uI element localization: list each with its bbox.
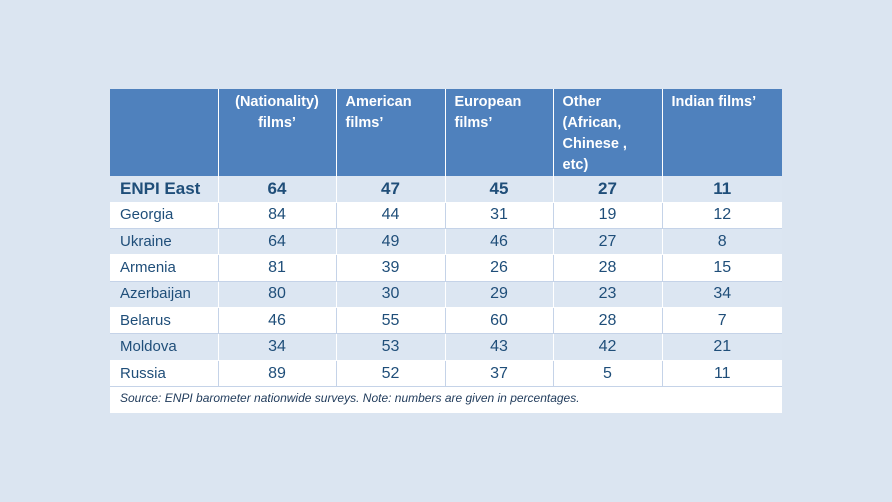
table-cell: 39	[336, 254, 446, 282]
row-label: ENPI East	[110, 176, 219, 203]
table-row-moldova: Moldova 34 53 43 42 21	[110, 333, 782, 361]
row-label: Ukraine	[110, 228, 219, 256]
header-other-films: Other (African, Chinese , etc)	[553, 89, 663, 176]
table-cell: 46	[445, 228, 554, 256]
table-cell: 34	[218, 333, 337, 361]
header-european-films: European films’	[445, 89, 554, 176]
row-label: Azerbaijan	[110, 281, 219, 309]
table-row-georgia: Georgia 84 44 31 19 12	[110, 202, 782, 229]
table-row-armenia: Armenia 81 39 26 28 15	[110, 254, 782, 282]
source-note: Source: ENPI barometer nationwide survey…	[120, 391, 580, 406]
table-cell: 52	[336, 360, 446, 388]
table-cell: 28	[553, 307, 663, 335]
table-cell: 12	[662, 202, 782, 229]
table-cell: 37	[445, 360, 554, 388]
table-cell: 34	[662, 281, 782, 309]
table-cell: 84	[218, 202, 337, 229]
table-cell: 44	[336, 202, 446, 229]
table-cell: 47	[336, 176, 446, 203]
table-cell: 27	[553, 176, 663, 203]
table-cell: 64	[218, 176, 337, 203]
row-label: Belarus	[110, 307, 219, 335]
table-cell: 27	[553, 228, 663, 256]
table-cell: 30	[336, 281, 446, 309]
table-row-azerbaijan: Azerbaijan 80 30 29 23 34	[110, 281, 782, 309]
header-corner	[110, 89, 219, 176]
table-cell: 11	[662, 176, 782, 203]
row-label: Moldova	[110, 333, 219, 361]
table-cell: 5	[553, 360, 663, 388]
table-cell: 89	[218, 360, 337, 388]
table-cell: 53	[336, 333, 446, 361]
table-cell: 11	[662, 360, 782, 388]
table-row-belarus: Belarus 46 55 60 28 7	[110, 307, 782, 335]
header-american-films: American films’	[336, 89, 446, 176]
table-cell: 64	[218, 228, 337, 256]
table-cell: 8	[662, 228, 782, 256]
table-cell: 15	[662, 254, 782, 282]
table-cell: 46	[218, 307, 337, 335]
table-header-row: (Nationality) films’ American films’ Eur…	[110, 89, 782, 176]
table-cell: 60	[445, 307, 554, 335]
table-cell: 21	[662, 333, 782, 361]
table-row-russia: Russia 89 52 37 5 11	[110, 360, 782, 388]
summary-row-enpi-east: ENPI East 64 47 45 27 11	[110, 176, 782, 203]
table-cell: 28	[553, 254, 663, 282]
table-cell: 31	[445, 202, 554, 229]
table-cell: 42	[553, 333, 663, 361]
table-row-ukraine: Ukraine 64 49 46 27 8	[110, 228, 782, 256]
table-cell: 55	[336, 307, 446, 335]
table-cell: 80	[218, 281, 337, 309]
table-cell: 81	[218, 254, 337, 282]
table-cell: 23	[553, 281, 663, 309]
row-label: Russia	[110, 360, 219, 388]
table-cell: 49	[336, 228, 446, 256]
film-preferences-table: (Nationality) films’ American films’ Eur…	[110, 89, 782, 388]
header-nationality-films: (Nationality) films’	[218, 89, 337, 176]
table-cell: 19	[553, 202, 663, 229]
table-cell: 45	[445, 176, 554, 203]
table-cell: 43	[445, 333, 554, 361]
row-label: Georgia	[110, 202, 219, 229]
header-indian-films: Indian films’	[662, 89, 782, 176]
row-label: Armenia	[110, 254, 219, 282]
table-cell: 29	[445, 281, 554, 309]
table-cell: 26	[445, 254, 554, 282]
table-cell: 7	[662, 307, 782, 335]
film-preferences-table-panel: (Nationality) films’ American films’ Eur…	[110, 89, 782, 414]
